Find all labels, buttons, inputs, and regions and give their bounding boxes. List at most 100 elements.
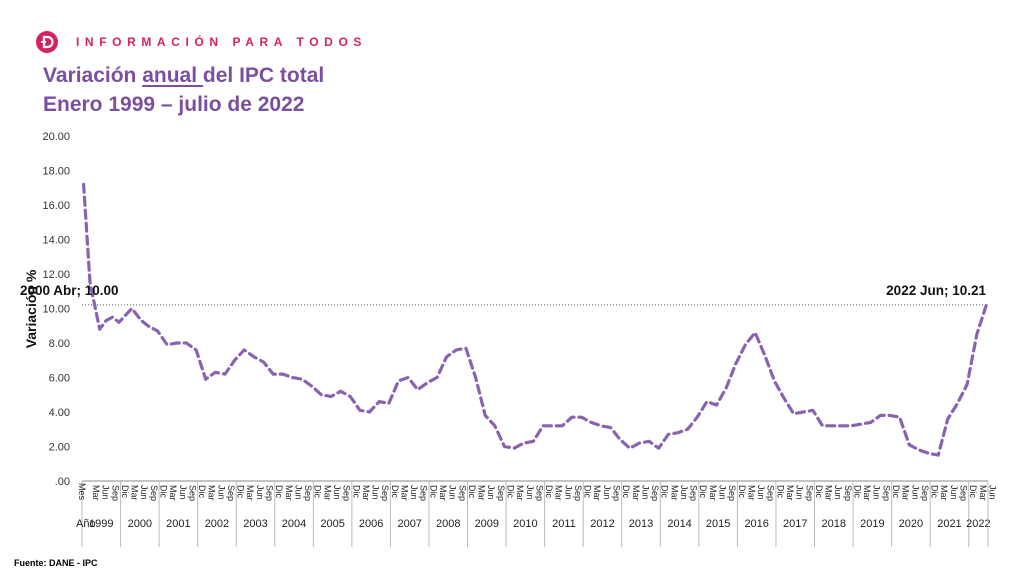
data-point bbox=[879, 414, 882, 417]
month-tick-label: Sep bbox=[727, 485, 737, 501]
month-tick-label: Dic bbox=[968, 485, 978, 498]
data-point bbox=[869, 421, 872, 424]
data-point bbox=[619, 438, 622, 441]
year-tick-label: 2013 bbox=[629, 518, 653, 530]
data-point bbox=[272, 373, 275, 376]
month-tick-label: Sep bbox=[534, 485, 544, 501]
year-tick-label: 2011 bbox=[552, 518, 576, 530]
month-tick-label: Dic bbox=[698, 485, 708, 498]
data-point bbox=[802, 411, 805, 414]
month-tick-label: Sep bbox=[766, 485, 776, 501]
data-point bbox=[773, 380, 776, 383]
y-axis-label: Variación % bbox=[23, 269, 39, 348]
month-tick-label: Mar bbox=[130, 485, 140, 501]
data-point bbox=[918, 449, 921, 452]
data-point bbox=[532, 440, 535, 443]
month-tick-label: Jun bbox=[255, 485, 265, 500]
data-point bbox=[310, 385, 313, 388]
year-tick-label: 2000 bbox=[128, 518, 152, 530]
data-point bbox=[436, 376, 439, 379]
year-tick-label: 2005 bbox=[320, 518, 344, 530]
data-point bbox=[465, 347, 468, 350]
dane-logo-icon bbox=[36, 31, 58, 53]
month-tick-label: Dic bbox=[120, 485, 130, 498]
month-tick-label: Mar bbox=[515, 485, 525, 501]
data-point bbox=[937, 454, 940, 457]
data-point bbox=[542, 424, 545, 427]
month-tick-label: Sep bbox=[612, 485, 622, 501]
data-point bbox=[378, 400, 381, 403]
data-point bbox=[889, 414, 892, 417]
data-point bbox=[831, 424, 834, 427]
month-tick-label: Sep bbox=[187, 485, 197, 501]
data-point bbox=[696, 416, 699, 419]
month-tick-label: Mar bbox=[824, 485, 834, 501]
data-point bbox=[860, 423, 863, 426]
year-tick-label: 2015 bbox=[706, 518, 730, 530]
data-point bbox=[426, 381, 429, 384]
x-row2-label: Año bbox=[76, 518, 96, 530]
month-tick-label: Dic bbox=[891, 485, 901, 498]
data-point bbox=[204, 378, 207, 381]
data-point bbox=[638, 442, 641, 445]
month-tick-label: Dic bbox=[467, 485, 477, 498]
month-tick-label: Mar bbox=[939, 485, 949, 501]
month-tick-label: Dic bbox=[775, 485, 785, 498]
data-point bbox=[175, 342, 178, 345]
data-point bbox=[349, 395, 352, 398]
month-tick-label: Jun bbox=[101, 485, 111, 500]
data-point bbox=[821, 424, 824, 427]
month-tick-label: Jun bbox=[718, 485, 728, 500]
month-tick-label: Mar bbox=[322, 485, 332, 501]
data-point bbox=[111, 316, 114, 319]
month-tick-label: Jun bbox=[409, 485, 419, 500]
data-point bbox=[609, 426, 612, 429]
month-tick-label: Jun bbox=[833, 485, 843, 500]
month-tick-label: Mar bbox=[168, 485, 178, 501]
month-tick-label: Dic bbox=[505, 485, 515, 498]
month-tick-label: Jun bbox=[910, 485, 920, 500]
month-tick-label: Jun bbox=[448, 485, 458, 500]
month-tick-label: Sep bbox=[843, 485, 853, 501]
data-point bbox=[812, 409, 815, 412]
month-tick-label: Dic bbox=[351, 485, 361, 498]
data-point bbox=[397, 380, 400, 383]
title-pre: Variación bbox=[43, 64, 143, 87]
month-tick-label: Mar bbox=[91, 485, 101, 501]
month-tick-label: Sep bbox=[265, 485, 275, 501]
month-tick-label: Mar bbox=[708, 485, 718, 501]
data-point bbox=[368, 411, 371, 414]
data-point bbox=[763, 354, 766, 357]
chart-title-line-1: Variación anual del IPC total bbox=[43, 64, 324, 88]
data-point bbox=[792, 412, 795, 415]
month-tick-label: Mar bbox=[399, 485, 409, 501]
y-tick-label: 16.00 bbox=[42, 200, 70, 212]
data-point bbox=[320, 393, 323, 396]
data-point bbox=[416, 388, 419, 391]
data-point bbox=[445, 355, 448, 358]
data-point bbox=[599, 424, 602, 427]
year-tick-label: 2010 bbox=[513, 518, 537, 530]
month-tick-label: Mar bbox=[669, 485, 679, 501]
month-tick-label: Jun bbox=[679, 485, 689, 500]
data-point bbox=[850, 424, 853, 427]
year-tick-label: 2009 bbox=[475, 518, 499, 530]
data-point bbox=[956, 402, 959, 405]
data-point bbox=[82, 183, 85, 186]
month-tick-label: Sep bbox=[496, 485, 506, 501]
month-tick-label: Sep bbox=[804, 485, 814, 501]
data-point bbox=[214, 371, 217, 374]
month-tick-label: Jun bbox=[872, 485, 882, 500]
year-tick-label: 2019 bbox=[860, 518, 884, 530]
year-tick-label: 2003 bbox=[243, 518, 267, 530]
month-tick-label: Sep bbox=[380, 485, 390, 501]
data-label: 2000 Abr; 10.00 bbox=[20, 283, 119, 298]
year-tick-label: 2006 bbox=[359, 518, 383, 530]
month-tick-label: Jun bbox=[795, 485, 805, 500]
year-tick-label: 2004 bbox=[282, 518, 306, 530]
month-tick-label: Jun bbox=[756, 485, 766, 500]
month-tick-label: Dic bbox=[197, 485, 207, 498]
month-tick-label: Mar bbox=[554, 485, 564, 501]
data-point bbox=[927, 452, 930, 455]
month-tick-label: Mar bbox=[978, 485, 988, 501]
